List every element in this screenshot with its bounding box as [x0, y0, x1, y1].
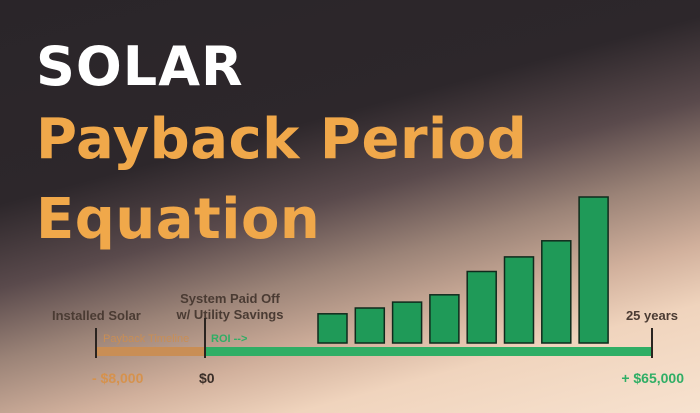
- title-solar: SOLAR: [36, 35, 244, 98]
- savings-bar-8: [578, 196, 609, 344]
- mid-value: $0: [199, 370, 215, 386]
- start-value: - $8,000: [92, 370, 144, 386]
- years-label: 25 years: [625, 308, 678, 323]
- system-paid-off-line1: System Paid Off: [180, 291, 280, 306]
- timeline-start-tick: [95, 328, 97, 358]
- end-value: + $65,000: [621, 370, 684, 386]
- roi-label: ROI -->: [211, 333, 248, 345]
- timeline-end-tick: [651, 328, 653, 358]
- timeline-mid-tick: [204, 318, 206, 358]
- savings-bar-3: [391, 301, 423, 344]
- system-paid-off-line2: w/ Utility Savings: [176, 307, 284, 322]
- payback-timeline-bar: [96, 347, 205, 356]
- savings-bar-7: [541, 240, 572, 344]
- installed-solar-label: Installed Solar: [52, 308, 141, 323]
- savings-bar-2: [354, 307, 386, 344]
- title-equation: Equation: [36, 187, 321, 252]
- savings-bar-5: [466, 270, 497, 344]
- payback-timeline-label: Payback Timeline: [103, 333, 190, 345]
- savings-bar-4: [429, 294, 460, 344]
- title-payback-period: Payback Period: [36, 107, 528, 172]
- savings-bar-6: [503, 256, 535, 344]
- roi-timeline-bar: [205, 347, 652, 356]
- system-paid-off-label: System Paid Off w/ Utility Savings: [168, 291, 292, 323]
- savings-bar-1: [317, 313, 348, 344]
